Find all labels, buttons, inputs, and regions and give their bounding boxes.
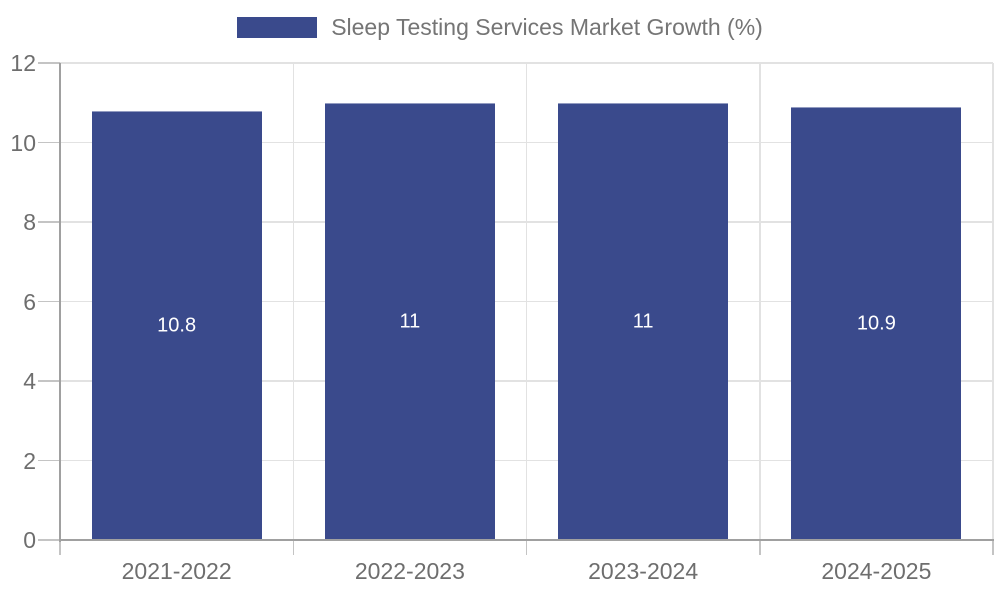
y-tick-label: 6 bbox=[23, 288, 36, 315]
x-axis-line bbox=[59, 539, 994, 541]
y-axis-tick bbox=[38, 62, 60, 64]
bar[interactable]: 10.8 bbox=[91, 110, 262, 540]
gridline-vertical bbox=[759, 63, 761, 540]
y-tick-label: 8 bbox=[23, 209, 36, 235]
gridline-vertical bbox=[992, 63, 994, 540]
y-axis-tick bbox=[38, 380, 60, 382]
y-tick-label: 12 bbox=[10, 50, 36, 76]
x-axis-tick bbox=[292, 540, 294, 555]
y-axis-line bbox=[59, 63, 61, 542]
x-tick-label: 2023-2024 bbox=[588, 558, 699, 584]
y-axis-tick bbox=[38, 141, 60, 144]
bar[interactable]: 10.9 bbox=[791, 106, 962, 540]
y-axis-tick bbox=[38, 300, 60, 303]
legend[interactable]: Sleep Testing Services Market Growth (%) bbox=[0, 14, 1000, 40]
y-axis-tick bbox=[38, 539, 60, 541]
x-tick-label: 2024-2025 bbox=[821, 558, 932, 584]
y-tick-label: 4 bbox=[23, 368, 36, 394]
gridline-vertical bbox=[525, 63, 528, 540]
y-tick-label: 2 bbox=[23, 447, 36, 474]
x-tick-label: 2022-2023 bbox=[354, 558, 465, 584]
y-tick-label: 10 bbox=[10, 129, 36, 156]
bar-value-label: 10.9 bbox=[856, 312, 896, 335]
y-tick-label: 0 bbox=[23, 527, 36, 553]
bar[interactable]: 11 bbox=[558, 102, 729, 540]
bar-value-label: 10.8 bbox=[157, 314, 197, 337]
bar-value-label: 11 bbox=[399, 310, 421, 333]
y-axis-tick bbox=[38, 459, 60, 462]
legend-swatch bbox=[237, 16, 318, 38]
legend-label: Sleep Testing Services Market Growth (%) bbox=[331, 14, 763, 40]
x-axis-tick bbox=[759, 540, 761, 555]
bar[interactable]: 11 bbox=[324, 102, 495, 540]
x-axis-tick bbox=[59, 540, 61, 555]
x-axis-tick bbox=[525, 540, 528, 555]
x-tick-label: 2021-2022 bbox=[121, 558, 232, 584]
x-axis-tick bbox=[992, 540, 994, 555]
gridline-vertical bbox=[292, 63, 294, 540]
bar-value-label: 11 bbox=[632, 310, 654, 333]
y-axis-tick bbox=[38, 221, 60, 223]
